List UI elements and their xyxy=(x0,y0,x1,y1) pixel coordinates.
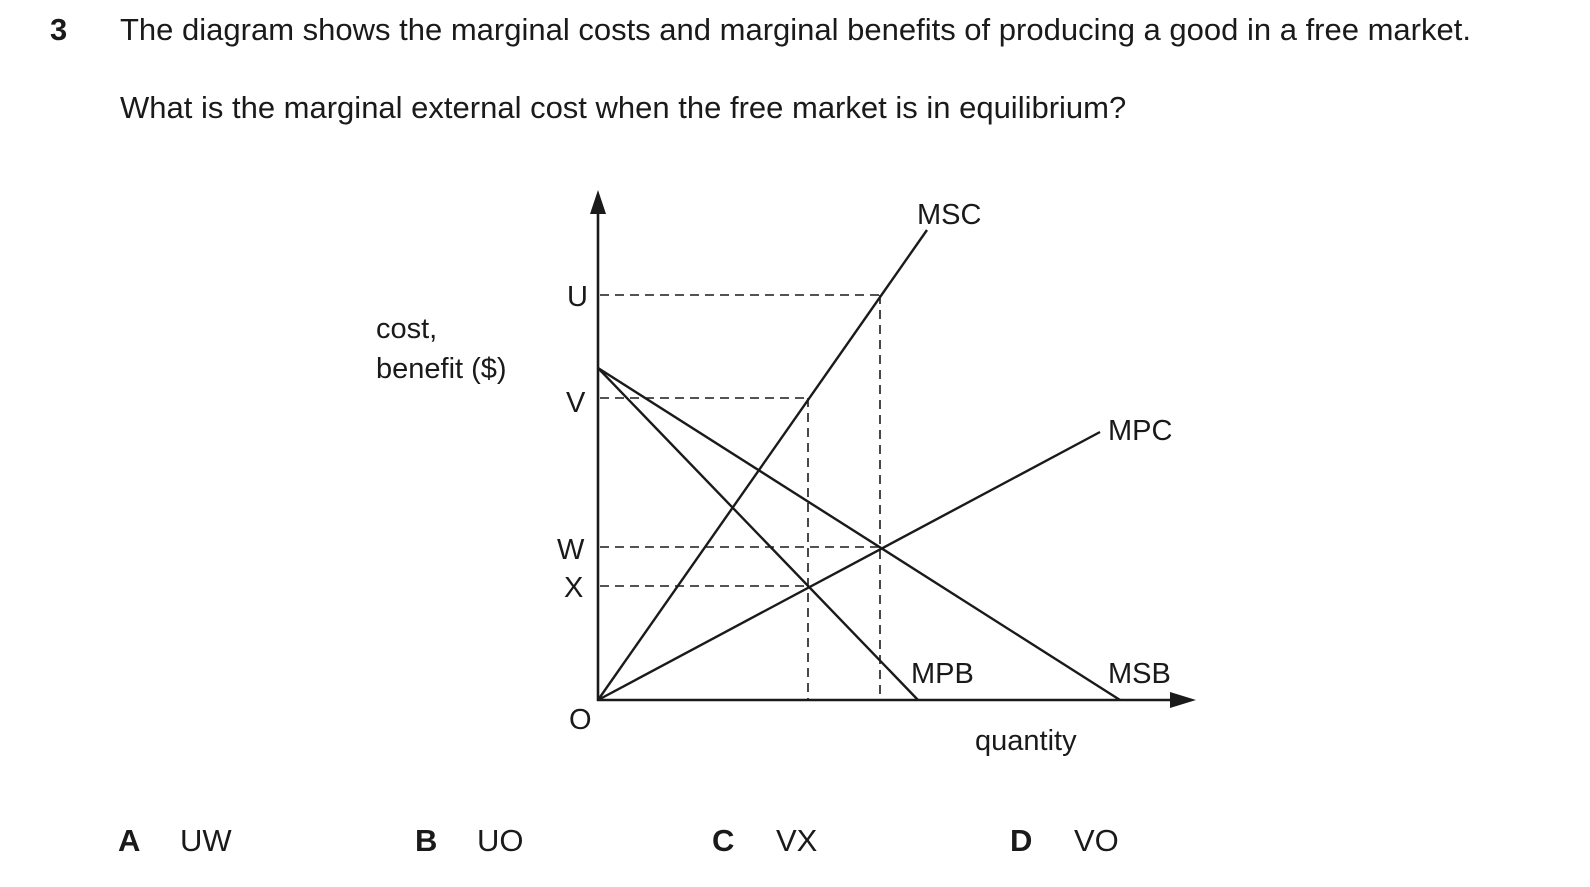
option-b-letter: B xyxy=(415,823,438,858)
option-a-text[interactable]: UW xyxy=(180,823,232,858)
option-a-letter: A xyxy=(118,823,141,858)
option-d-letter: D xyxy=(1010,823,1033,858)
question-prompt: What is the marginal external cost when … xyxy=(120,90,1127,125)
x-axis-label: quantity xyxy=(975,725,1077,757)
mpb-curve xyxy=(597,367,919,701)
option-c-letter: C xyxy=(712,823,735,858)
mpc-curve xyxy=(597,430,1101,702)
msc-curve xyxy=(597,229,928,701)
msc-label: MSC xyxy=(917,199,981,231)
y-axis-label-line1: cost, xyxy=(376,313,437,345)
question-text: The diagram shows the marginal costs and… xyxy=(120,12,1471,47)
y-point-x: X xyxy=(564,572,583,604)
y-axis-label-line2: benefit ($) xyxy=(376,353,507,385)
origin-label: O xyxy=(569,704,592,736)
mpb-label: MPB xyxy=(911,658,974,690)
y-point-u: U xyxy=(567,281,588,313)
y-point-v: V xyxy=(566,387,586,419)
mpc-label: MPC xyxy=(1108,415,1172,447)
msb-curve xyxy=(597,366,1121,702)
y-point-w: W xyxy=(557,534,585,566)
y-axis-arrow xyxy=(590,190,606,214)
option-d-text[interactable]: VO xyxy=(1074,823,1119,858)
msb-label: MSB xyxy=(1108,658,1171,690)
option-b-text[interactable]: UO xyxy=(477,823,524,858)
option-c-text[interactable]: VX xyxy=(776,823,818,858)
question-number: 3 xyxy=(50,12,68,47)
x-axis-arrow xyxy=(1170,692,1196,708)
